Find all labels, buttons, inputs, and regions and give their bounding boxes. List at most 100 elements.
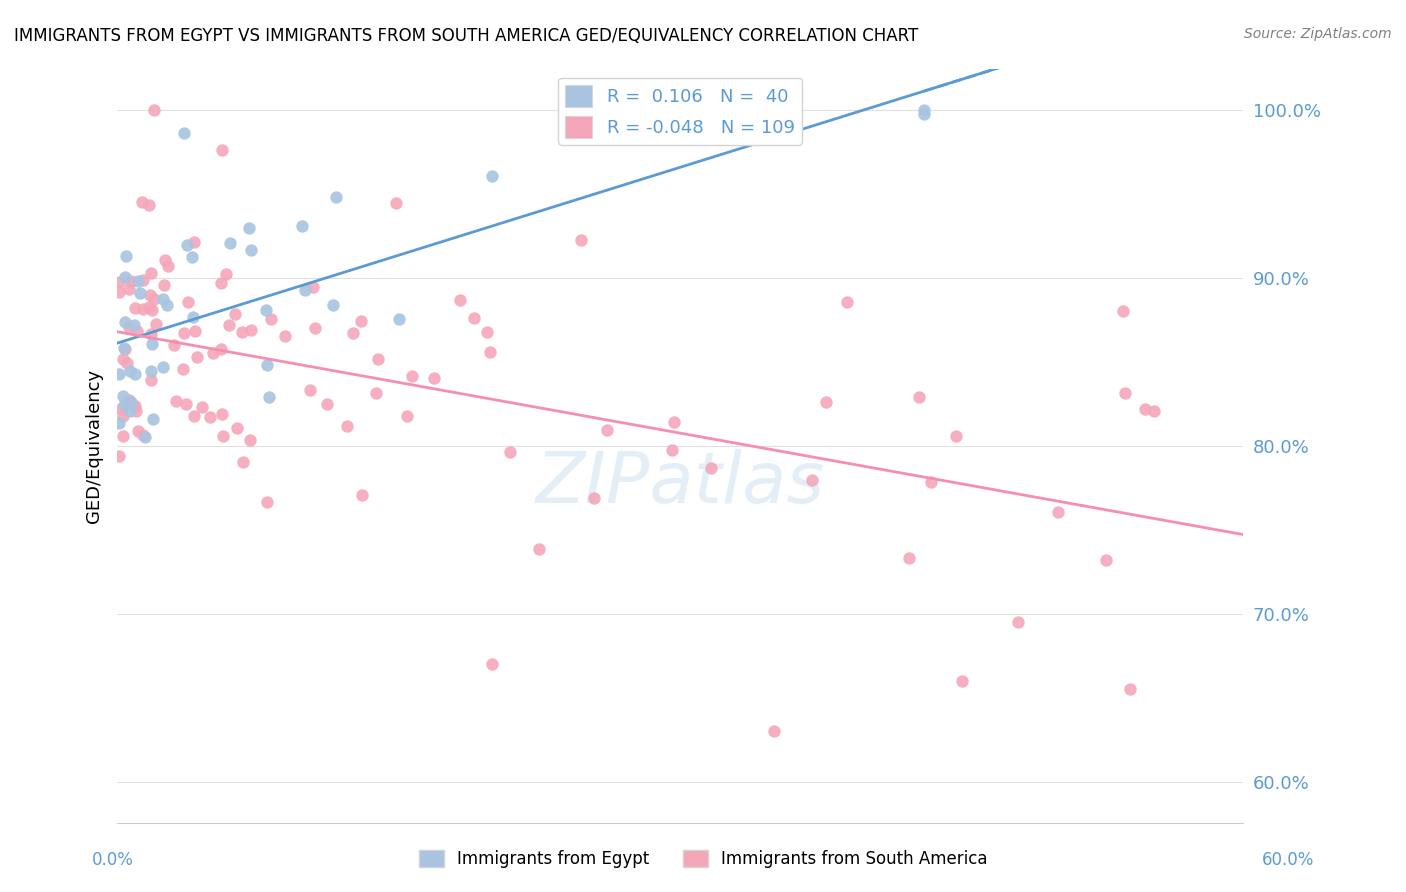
- Point: [125, 324, 148, 338]
- Point: [481, 169, 503, 183]
- Point: [138, 300, 160, 314]
- Point: [240, 243, 263, 257]
- Text: IMMIGRANTS FROM EGYPT VS IMMIGRANTS FROM SOUTH AMERICA GED/EQUIVALENCY CORRELATI: IMMIGRANTS FROM EGYPT VS IMMIGRANTS FROM…: [14, 27, 918, 45]
- Point: [108, 285, 131, 300]
- Point: [153, 278, 176, 293]
- Point: [835, 295, 858, 310]
- Point: [1133, 401, 1156, 416]
- Point: [114, 270, 136, 285]
- Point: [366, 351, 388, 366]
- Point: [463, 311, 485, 326]
- Point: [291, 219, 314, 234]
- Point: [950, 673, 973, 688]
- Point: [316, 397, 339, 411]
- Point: [304, 321, 326, 335]
- Point: [112, 429, 135, 443]
- Point: [118, 282, 141, 296]
- Point: [132, 302, 155, 317]
- Point: [699, 461, 721, 475]
- Point: [1143, 404, 1166, 418]
- Point: [181, 310, 204, 325]
- Point: [1114, 386, 1136, 401]
- Point: [183, 235, 205, 249]
- Point: [212, 429, 235, 443]
- Point: [111, 389, 134, 403]
- Point: [176, 294, 198, 309]
- Point: [139, 266, 162, 280]
- Point: [120, 395, 142, 409]
- Point: [1095, 552, 1118, 566]
- Point: [209, 342, 232, 356]
- Point: [302, 280, 325, 294]
- Point: [254, 303, 277, 318]
- Point: [273, 329, 295, 343]
- Point: [294, 283, 316, 297]
- Point: [112, 341, 135, 355]
- Point: [422, 370, 444, 384]
- Point: [662, 415, 685, 429]
- Point: [569, 233, 592, 247]
- Point: [498, 445, 520, 459]
- Point: [172, 361, 194, 376]
- Point: [127, 424, 149, 438]
- Point: [110, 402, 132, 417]
- Point: [231, 325, 253, 339]
- Point: [529, 541, 551, 556]
- Point: [129, 285, 152, 300]
- Point: [814, 395, 837, 409]
- Point: [183, 324, 205, 338]
- Point: [173, 126, 195, 140]
- Point: [157, 259, 180, 273]
- Point: [108, 416, 131, 430]
- Point: [239, 433, 262, 447]
- Point: [1046, 505, 1069, 519]
- Point: [257, 390, 280, 404]
- Point: [224, 307, 246, 321]
- Point: [152, 292, 174, 306]
- Point: [364, 385, 387, 400]
- Point: [211, 143, 233, 157]
- Point: [115, 356, 138, 370]
- Point: [139, 287, 162, 301]
- Point: [661, 442, 683, 457]
- Point: [350, 314, 373, 328]
- Point: [325, 190, 347, 204]
- Point: [183, 409, 205, 424]
- Point: [139, 373, 162, 387]
- Point: [142, 411, 165, 425]
- Point: [186, 351, 208, 365]
- Text: 60.0%: 60.0%: [1263, 851, 1315, 869]
- Point: [481, 657, 503, 672]
- Point: [908, 390, 931, 404]
- Point: [108, 367, 131, 381]
- Point: [155, 298, 177, 312]
- Point: [384, 195, 406, 210]
- Point: [449, 293, 471, 307]
- Point: [232, 455, 254, 469]
- Point: [596, 423, 619, 437]
- Point: [202, 346, 225, 360]
- Point: [142, 292, 165, 306]
- Point: [131, 194, 153, 209]
- Point: [322, 298, 344, 312]
- Point: [141, 327, 163, 342]
- Point: [912, 103, 935, 118]
- Point: [134, 430, 156, 444]
- Y-axis label: GED/Equivalency: GED/Equivalency: [86, 369, 103, 523]
- Point: [342, 326, 364, 341]
- Point: [111, 352, 134, 367]
- Point: [912, 107, 935, 121]
- Point: [122, 398, 145, 412]
- Point: [198, 410, 221, 425]
- Point: [114, 315, 136, 329]
- Point: [920, 475, 942, 490]
- Point: [336, 419, 359, 434]
- Point: [800, 473, 823, 487]
- Point: [181, 250, 204, 264]
- Point: [153, 253, 176, 268]
- Point: [124, 301, 146, 315]
- Point: [118, 393, 141, 408]
- Point: [124, 318, 146, 332]
- Text: Source: ZipAtlas.com: Source: ZipAtlas.com: [1244, 27, 1392, 41]
- Point: [299, 384, 322, 398]
